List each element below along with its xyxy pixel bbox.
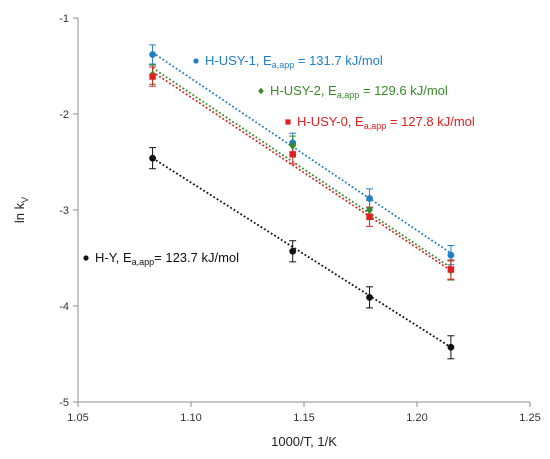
y-axis-title: ln kV — [12, 197, 30, 223]
legend-value: = 127.8 kJ/mol — [386, 114, 475, 129]
data-point — [447, 343, 455, 351]
x-tick-label: 1.05 — [67, 412, 88, 424]
x-tick-label: 1.20 — [406, 412, 427, 424]
data-point — [149, 154, 156, 162]
x-tick-label: 1.10 — [180, 412, 201, 424]
legend-text: H-Y, Ea,app= 123.7 kJ/mol — [95, 250, 239, 267]
legend-text: H-USY-2, Ea,app = 129.6 kJ/mol — [270, 83, 448, 100]
legend-prefix: E — [123, 250, 132, 265]
legend-series-name: H-USY-2, — [270, 83, 328, 98]
y-tick-label: -3 — [59, 205, 69, 217]
fit-lines — [152, 51, 452, 349]
x-axis-title: 1000/T, 1/K — [271, 434, 337, 449]
legend-marker — [258, 87, 264, 95]
fit-line — [152, 157, 452, 349]
data-point — [366, 205, 373, 215]
series-label: H-USY-1, Ea,app = 131.7 kJ/mol — [193, 53, 383, 70]
legend-subscript: a,app — [364, 121, 387, 131]
data-point — [289, 151, 296, 158]
y-axis-title-main: ln k — [12, 202, 27, 223]
x-tick-label: 1.25 — [519, 412, 540, 424]
data-point — [289, 247, 297, 255]
legend-text: H-USY-1, Ea,app = 131.7 kJ/mol — [205, 53, 383, 70]
data-point — [366, 195, 373, 202]
data-point — [447, 266, 455, 273]
y-tick-label: -4 — [59, 301, 69, 313]
legend-text: H-USY-0, Ea,app = 127.8 kJ/mol — [297, 114, 475, 131]
legend-prefix: E — [355, 114, 364, 129]
data-point — [366, 213, 373, 220]
legend-prefix: E — [328, 83, 337, 98]
y-axis-title-sub: V — [20, 197, 30, 203]
legend-subscript: a,app — [337, 90, 360, 100]
y-tick-label: -1 — [59, 13, 69, 25]
data-point — [447, 251, 455, 259]
legend-marker — [193, 58, 199, 64]
legend-value: = 129.6 kJ/mol — [359, 83, 448, 98]
data-points — [149, 51, 455, 351]
series-label: H-USY-2, Ea,app = 129.6 kJ/mol — [258, 83, 448, 100]
axes: -1 -2 -3 -4 -5 1.05 1.10 1.15 1.20 1.25 — [59, 13, 540, 424]
legend-series-name: H-Y, — [95, 250, 123, 265]
series-label: H-USY-0, Ea,app = 127.8 kJ/mol — [285, 114, 475, 131]
legend-subscript: a,app — [272, 60, 295, 70]
series-labels: H-USY-1, Ea,app = 131.7 kJ/mol H-USY-2, E… — [83, 53, 475, 267]
legend-value: = 123.7 kJ/mol — [154, 250, 239, 265]
series-label: H-Y, Ea,app= 123.7 kJ/mol — [83, 250, 239, 267]
data-point — [289, 141, 297, 150]
data-point — [366, 293, 373, 301]
fit-line — [152, 71, 452, 272]
x-tick-label: 1.15 — [293, 412, 314, 424]
y-tick-label: -5 — [59, 397, 69, 409]
legend-series-name: H-USY-1, — [205, 53, 263, 68]
legend-marker — [83, 255, 89, 261]
y-tick-label: -2 — [59, 109, 69, 121]
legend-prefix: E — [263, 53, 272, 68]
data-point — [149, 73, 156, 80]
legend-marker — [285, 119, 291, 125]
legend-subscript: a,app — [132, 257, 155, 267]
data-point — [149, 51, 156, 58]
legend-series-name: H-USY-0, — [297, 114, 355, 129]
legend-value: = 131.7 kJ/mol — [294, 53, 383, 68]
